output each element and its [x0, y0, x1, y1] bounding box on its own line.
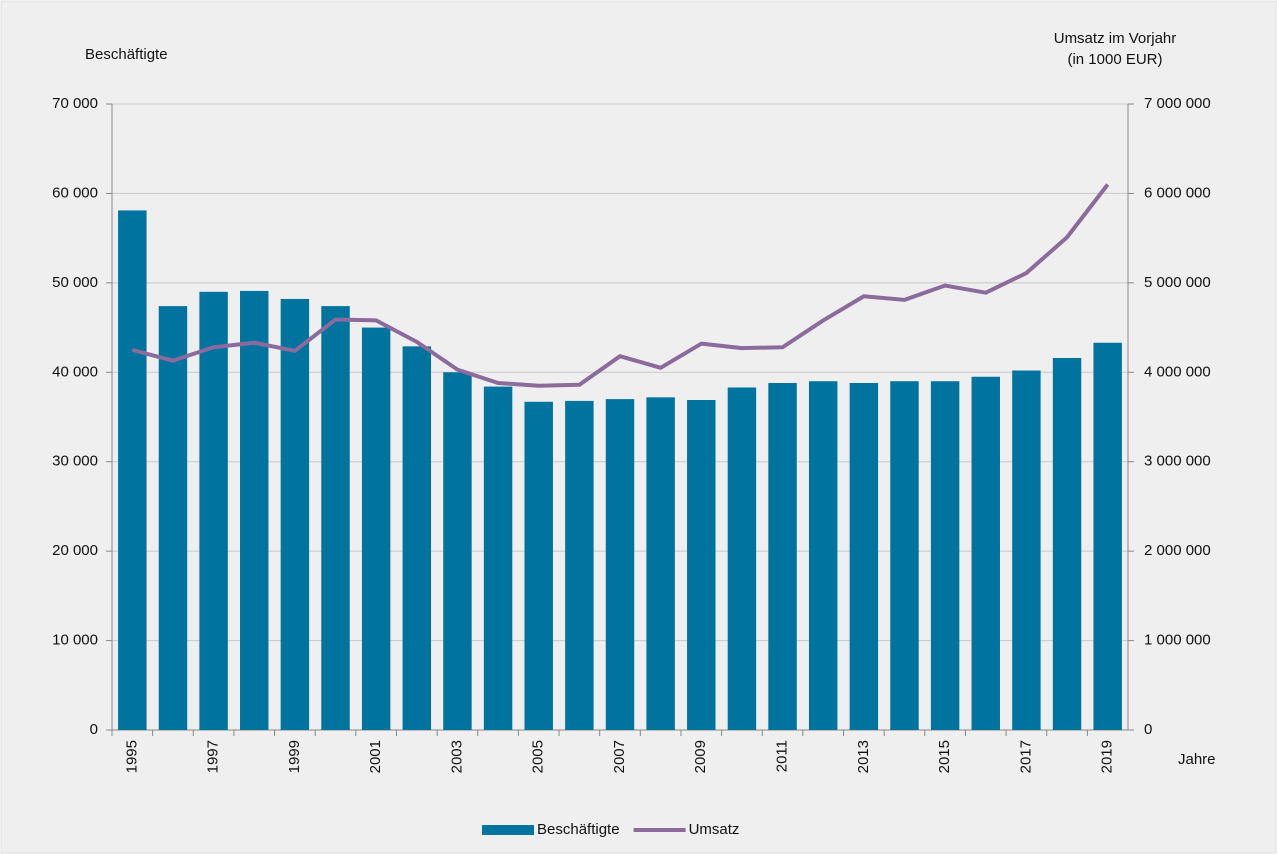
bar — [443, 372, 472, 730]
legend-swatch — [482, 825, 534, 835]
x-tick-label: 2009 — [692, 740, 709, 773]
y-tick-label: 20 000 — [52, 542, 98, 559]
x-tick-label: 2011 — [774, 740, 791, 772]
y-tick-label: 70 000 — [52, 95, 98, 112]
y2-tick-label: 7 000 000 — [1144, 95, 1211, 112]
y2-tick-label: 2 000 000 — [1144, 542, 1211, 559]
bar — [605, 399, 635, 730]
x-tick-label: 2015 — [936, 740, 953, 773]
bar — [565, 400, 594, 730]
bar — [1052, 357, 1082, 730]
bar — [930, 381, 960, 730]
y-axis-label: Beschäftigte — [85, 46, 168, 63]
bar — [402, 346, 432, 730]
legend-label: Umsatz — [689, 821, 740, 838]
x-tick-label: 1995 — [123, 740, 140, 773]
y-tick-label: 30 000 — [52, 453, 98, 470]
y2-axis-label: Umsatz im Vorjahr — [1054, 30, 1177, 47]
y2-tick-label: 0 — [1144, 721, 1152, 738]
bar — [971, 376, 1000, 730]
bar — [727, 387, 757, 730]
line — [131, 183, 1110, 388]
y2-tick-label: 1 000 000 — [1144, 632, 1211, 649]
bar — [890, 381, 919, 730]
y-tick-label: 10 000 — [52, 632, 98, 649]
bar — [524, 401, 553, 730]
bar — [483, 386, 513, 730]
bar — [808, 381, 838, 730]
bar — [240, 290, 269, 730]
bar — [321, 306, 350, 730]
bar — [199, 291, 228, 730]
bar — [118, 210, 147, 731]
bar — [1012, 370, 1041, 730]
x-tick-label: 1999 — [286, 740, 303, 773]
legend-label: Beschäftigte — [537, 821, 620, 838]
y-tick-label: 0 — [90, 721, 98, 738]
bar — [158, 306, 188, 730]
x-tick-label: 2005 — [530, 740, 547, 773]
y2-tick-label: 6 000 000 — [1144, 184, 1211, 201]
y2-tick-label: 5 000 000 — [1144, 274, 1211, 291]
y2-axis-label: (in 1000 EUR) — [1067, 51, 1162, 68]
bar — [646, 397, 675, 730]
bar — [687, 400, 716, 730]
bar — [1093, 342, 1122, 730]
y-tick-label: 60 000 — [52, 184, 98, 201]
bar — [361, 327, 391, 730]
x-axis-label: Jahre — [1178, 751, 1216, 768]
x-tick-label: 2003 — [448, 740, 465, 773]
y-tick-label: 40 000 — [52, 363, 98, 380]
x-tick-label: 2007 — [611, 740, 628, 773]
x-tick-label: 2017 — [1017, 740, 1034, 773]
bar — [849, 383, 879, 730]
x-tick-label: 2019 — [1099, 740, 1116, 773]
bar — [768, 383, 797, 730]
y-tick-label: 50 000 — [52, 274, 98, 291]
x-tick-label: 2001 — [367, 740, 384, 773]
x-tick-label: 2013 — [855, 740, 872, 773]
y2-tick-label: 4 000 000 — [1144, 363, 1211, 380]
x-tick-label: 1997 — [205, 740, 222, 773]
bar — [280, 298, 310, 730]
y2-tick-label: 3 000 000 — [1144, 453, 1211, 470]
